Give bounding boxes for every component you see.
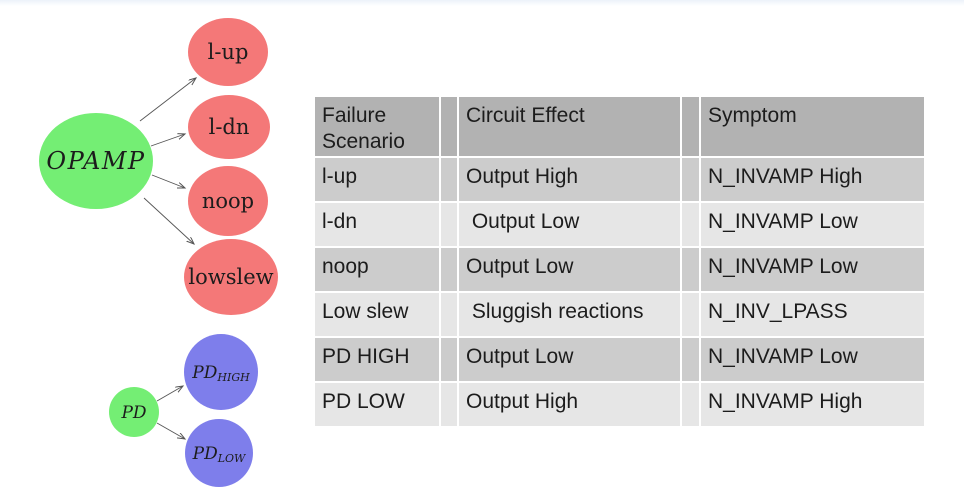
cell-effect: Sluggish reactions xyxy=(459,292,680,336)
cell-symptom: N_INVAMP High xyxy=(701,382,924,426)
node-pdhigh: PDHIGH xyxy=(184,334,258,410)
node-pdhigh-base: PD xyxy=(191,363,217,383)
header-spacer-2 xyxy=(682,97,699,156)
top-edge-shading xyxy=(0,0,964,6)
node-opamp-label: OPAMP xyxy=(46,147,145,175)
node-lup-label: l-up xyxy=(208,40,249,64)
node-pdhigh-label: PDHIGH xyxy=(191,363,250,384)
table-row: PD LOW Output High N_INVAMP High xyxy=(315,382,924,426)
node-ldn-label: l-dn xyxy=(209,115,250,139)
node-pdlow: PDLOW xyxy=(185,419,253,487)
opamp-arrows xyxy=(139,78,196,439)
cell-symptom: N_INVAMP Low xyxy=(701,337,924,381)
cell-symptom: N_INV_LPASS xyxy=(701,292,924,336)
cell-spacer xyxy=(682,382,699,426)
cell-symptom: N_INVAMP Low xyxy=(701,247,924,291)
cell-scenario: l-up xyxy=(315,157,439,201)
cell-effect: Output High xyxy=(459,382,680,426)
cell-effect: Output Low xyxy=(459,202,680,246)
node-pd-label: PD xyxy=(120,403,146,423)
arrow-opamp-ldn xyxy=(150,134,185,147)
arrow-pd-pdlow xyxy=(156,422,185,439)
table-row: Low slew Sluggish reactions N_INV_LPASS xyxy=(315,292,924,336)
node-pdhigh-sub: HIGH xyxy=(216,371,250,384)
cell-scenario: Low slew xyxy=(315,292,439,336)
cell-spacer xyxy=(682,157,699,201)
node-lowslew-label: lowslew xyxy=(188,265,273,289)
cell-spacer xyxy=(682,292,699,336)
arrow-opamp-lowslew xyxy=(143,197,194,244)
failure-scenario-table: Failure Scenario Circuit Effect Symptom … xyxy=(313,95,926,428)
cell-effect: Output Low xyxy=(459,247,680,291)
cell-spacer xyxy=(441,202,457,246)
node-pd: PD xyxy=(109,387,159,437)
fault-tree-diagram: OPAMP l-up l-dn noop lowslew PD PDHIGH xyxy=(39,18,278,487)
node-lowslew: lowslew xyxy=(184,239,278,315)
node-noop-label: noop xyxy=(202,189,254,213)
cell-spacer xyxy=(441,247,457,291)
node-pdlow-label: PDLOW xyxy=(192,444,247,465)
table-header-row: Failure Scenario Circuit Effect Symptom xyxy=(315,97,924,156)
cell-spacer xyxy=(441,337,457,381)
node-pdlow-base: PD xyxy=(192,444,218,464)
cell-effect: Output High xyxy=(459,157,680,201)
node-opamp: OPAMP xyxy=(39,113,153,209)
header-spacer-1 xyxy=(441,97,457,156)
cell-effect: Output Low xyxy=(459,337,680,381)
table-row: noop Output Low N_INVAMP Low xyxy=(315,247,924,291)
cell-spacer xyxy=(682,247,699,291)
cell-scenario: noop xyxy=(315,247,439,291)
cell-scenario: PD HIGH xyxy=(315,337,439,381)
cell-scenario: PD LOW xyxy=(315,382,439,426)
arrow-opamp-lup xyxy=(139,78,196,122)
cell-spacer xyxy=(441,292,457,336)
cell-scenario: l-dn xyxy=(315,202,439,246)
arrow-opamp-noop xyxy=(151,174,185,188)
cell-symptom: N_INVAMP High xyxy=(701,157,924,201)
table-row: PD HIGH Output Low N_INVAMP Low xyxy=(315,337,924,381)
table-row: l-up Output High N_INVAMP High xyxy=(315,157,924,201)
header-circuit-effect: Circuit Effect xyxy=(459,97,680,156)
arrow-pd-pdhigh xyxy=(156,386,183,402)
node-pdlow-sub: LOW xyxy=(217,452,247,465)
table-row: l-dn Output Low N_INVAMP Low xyxy=(315,202,924,246)
cell-spacer xyxy=(441,382,457,426)
header-symptom: Symptom xyxy=(701,97,924,156)
cell-spacer xyxy=(682,202,699,246)
cell-spacer xyxy=(441,157,457,201)
header-failure-scenario: Failure Scenario xyxy=(315,97,439,156)
node-lup: l-up xyxy=(188,18,268,86)
cell-symptom: N_INVAMP Low xyxy=(701,202,924,246)
cell-spacer xyxy=(682,337,699,381)
node-noop: noop xyxy=(188,166,268,236)
node-ldn: l-dn xyxy=(188,95,270,159)
